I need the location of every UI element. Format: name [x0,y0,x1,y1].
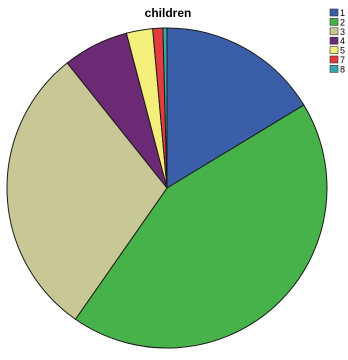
pie-slice-8 [162,27,168,189]
legend-label-8: 8 [340,64,345,74]
legend-label-1: 1 [340,8,345,18]
legend-swatch-4 [329,36,339,45]
legend-label-7: 7 [340,55,345,65]
legend-swatch-3 [329,27,339,36]
legend-label-4: 4 [340,36,345,46]
legend-swatch-1 [329,8,339,17]
legend-swatch-2 [329,18,339,26]
legend-swatch-8 [329,65,339,73]
pie-slice-3 [6,62,168,320]
legend-swatch-7 [329,55,339,64]
pie-slice-2 [74,104,328,349]
legend-swatch-5 [329,46,339,54]
pie-slice-1 [166,27,305,189]
legend-label-2: 2 [340,17,345,27]
legend-label-3: 3 [340,27,345,37]
chart-title: children [144,6,192,20]
legend-label-5: 5 [340,46,345,56]
